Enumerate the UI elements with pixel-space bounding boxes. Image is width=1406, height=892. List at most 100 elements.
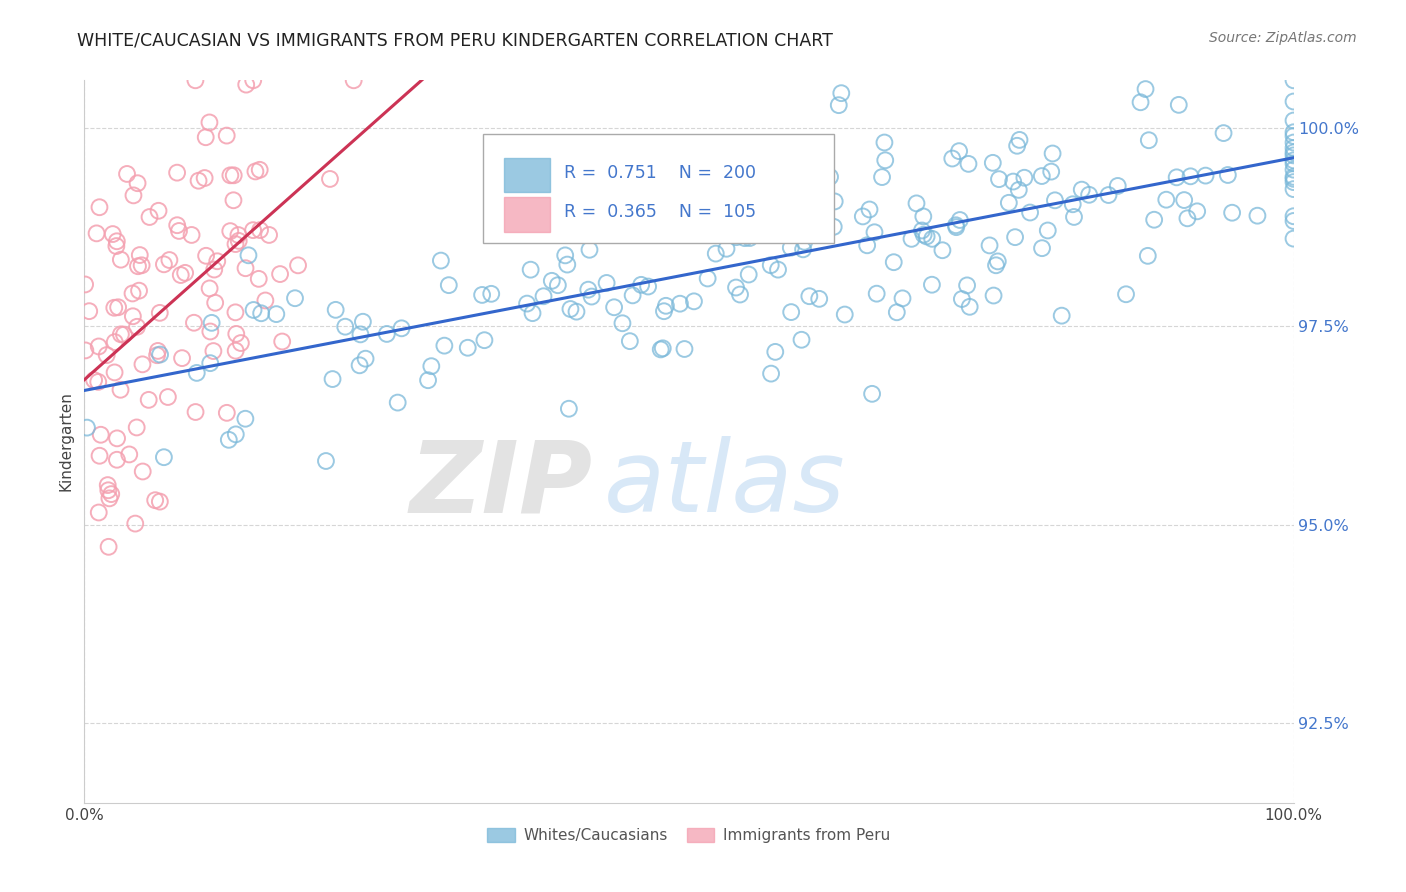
Point bbox=[945, 219, 967, 233]
Point bbox=[110, 327, 132, 342]
Point bbox=[128, 284, 150, 298]
Point bbox=[883, 255, 905, 269]
Point bbox=[170, 268, 193, 282]
Point bbox=[1136, 249, 1159, 263]
Point bbox=[987, 254, 1010, 268]
Point bbox=[90, 427, 112, 442]
Point bbox=[915, 229, 938, 244]
Point bbox=[655, 299, 678, 313]
Point bbox=[669, 296, 692, 310]
Point bbox=[711, 170, 734, 185]
FancyBboxPatch shape bbox=[503, 158, 550, 193]
Point bbox=[75, 277, 97, 292]
Point bbox=[555, 258, 578, 272]
Point bbox=[696, 227, 718, 242]
Point bbox=[828, 98, 851, 112]
Point bbox=[1282, 156, 1305, 170]
Point bbox=[457, 341, 479, 355]
FancyBboxPatch shape bbox=[484, 135, 834, 243]
Point bbox=[319, 172, 342, 186]
Point bbox=[222, 194, 245, 208]
Point bbox=[1282, 95, 1305, 109]
Point bbox=[652, 304, 675, 318]
Point bbox=[249, 162, 271, 177]
Point bbox=[128, 248, 150, 262]
Point bbox=[522, 306, 544, 320]
Point bbox=[578, 243, 600, 257]
Point bbox=[218, 433, 240, 447]
Point bbox=[921, 232, 943, 246]
Legend: Whites/Caucasians, Immigrants from Peru: Whites/Caucasians, Immigrants from Peru bbox=[481, 822, 897, 849]
Point bbox=[1173, 193, 1195, 207]
Point bbox=[437, 278, 460, 293]
Point bbox=[1008, 183, 1031, 197]
Point bbox=[870, 170, 893, 185]
Point bbox=[738, 231, 761, 245]
Point bbox=[998, 195, 1021, 210]
Point bbox=[1097, 188, 1119, 202]
Point bbox=[235, 411, 257, 425]
Point bbox=[104, 334, 127, 349]
Point bbox=[1078, 187, 1101, 202]
Point bbox=[127, 259, 149, 273]
Point bbox=[979, 238, 1001, 252]
Point bbox=[242, 303, 264, 318]
Point bbox=[780, 305, 803, 319]
Text: R =  0.365    N =  105: R = 0.365 N = 105 bbox=[564, 202, 756, 221]
Point bbox=[89, 449, 111, 463]
Point bbox=[194, 130, 217, 145]
Point bbox=[124, 516, 146, 531]
Point bbox=[957, 157, 980, 171]
Point bbox=[269, 267, 291, 281]
Point bbox=[235, 261, 257, 276]
Point bbox=[912, 210, 935, 224]
Point bbox=[325, 302, 347, 317]
Point bbox=[245, 164, 267, 178]
Point bbox=[1185, 204, 1208, 219]
Point bbox=[387, 395, 409, 409]
Point bbox=[630, 277, 652, 292]
Point bbox=[1137, 133, 1160, 147]
Point bbox=[391, 321, 413, 335]
Point bbox=[100, 487, 122, 501]
Point bbox=[131, 258, 153, 272]
Point bbox=[219, 169, 242, 183]
Point bbox=[77, 304, 100, 318]
Point bbox=[76, 420, 98, 434]
Point bbox=[716, 242, 738, 256]
Point bbox=[779, 241, 801, 255]
Point bbox=[1216, 168, 1239, 182]
Point bbox=[183, 316, 205, 330]
Point bbox=[1282, 175, 1305, 189]
Point bbox=[863, 225, 886, 239]
Point bbox=[228, 234, 250, 248]
Point bbox=[83, 373, 105, 387]
Point bbox=[728, 287, 751, 301]
Point bbox=[430, 253, 453, 268]
Point bbox=[581, 289, 603, 303]
Point bbox=[666, 218, 689, 232]
Point bbox=[157, 253, 180, 268]
Point bbox=[724, 280, 747, 294]
Point bbox=[637, 279, 659, 293]
Point bbox=[225, 343, 247, 358]
Text: R =  0.751    N =  200: R = 0.751 N = 200 bbox=[564, 164, 756, 182]
Point bbox=[558, 401, 581, 416]
Point bbox=[122, 310, 145, 324]
Point bbox=[1282, 125, 1305, 139]
Point bbox=[533, 289, 555, 303]
Point bbox=[981, 156, 1004, 170]
Point bbox=[799, 210, 821, 224]
Point bbox=[149, 306, 172, 320]
Point bbox=[766, 262, 789, 277]
Point bbox=[1062, 197, 1084, 211]
Point bbox=[174, 266, 197, 280]
Point bbox=[187, 174, 209, 188]
Point bbox=[87, 339, 110, 353]
Point bbox=[249, 223, 271, 237]
Point bbox=[734, 231, 756, 245]
Point bbox=[198, 281, 221, 295]
Point bbox=[471, 288, 494, 302]
Point bbox=[1014, 170, 1036, 185]
Point bbox=[900, 232, 922, 246]
